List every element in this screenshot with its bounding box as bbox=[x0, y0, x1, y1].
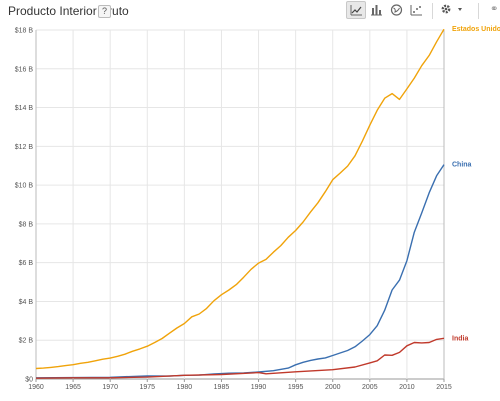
bar-chart-button[interactable] bbox=[366, 1, 386, 19]
y-tick-label: $18 B bbox=[15, 28, 34, 35]
y-tick-label: $12 B bbox=[15, 144, 34, 151]
series bbox=[35, 28, 445, 379]
y-tick-label: $14 B bbox=[15, 105, 34, 112]
y-tick-label: $0 bbox=[25, 377, 33, 384]
series-label-india: India bbox=[452, 335, 468, 342]
gear-icon bbox=[441, 4, 462, 14]
x-tick-label: 1985 bbox=[214, 384, 230, 391]
bar-chart-icon bbox=[371, 5, 382, 16]
y-tick-label: $10 B bbox=[15, 183, 34, 190]
y-tick-label: $6 B bbox=[19, 260, 34, 267]
globe-icon bbox=[390, 4, 403, 16]
toolbar-divider-2 bbox=[478, 3, 479, 19]
series-line-india[interactable] bbox=[35, 337, 445, 379]
settings-button[interactable] bbox=[438, 1, 468, 19]
x-tick-label: 1960 bbox=[28, 384, 44, 391]
y-tick-label: $16 B bbox=[15, 66, 34, 73]
x-tick-label: 1980 bbox=[177, 384, 193, 391]
map-button[interactable] bbox=[386, 1, 406, 19]
y-tick-label: $8 B bbox=[19, 221, 34, 228]
x-tick-label: 2010 bbox=[399, 384, 415, 391]
series-line-usa[interactable] bbox=[35, 28, 445, 370]
grid bbox=[35, 29, 445, 380]
help-button[interactable]: ? bbox=[98, 5, 111, 18]
x-tick-label: 2000 bbox=[325, 384, 341, 391]
series-label-usa: Estados Unidos bbox=[452, 26, 500, 33]
series-line-china[interactable] bbox=[35, 164, 445, 379]
x-tick-label: 1995 bbox=[288, 384, 304, 391]
toolbar-divider bbox=[432, 3, 433, 19]
x-tick-label: 2015 bbox=[436, 384, 452, 391]
series-labels: Estados Unidos China India bbox=[452, 26, 500, 342]
line-chart-button[interactable] bbox=[346, 1, 366, 19]
x-tick-label: 1970 bbox=[102, 384, 118, 391]
scatter-chart-button[interactable] bbox=[406, 1, 426, 19]
x-tick-label: 2005 bbox=[362, 384, 378, 391]
y-tick-label: $4 B bbox=[19, 299, 34, 306]
axes: $0 $2 B $4 B $6 B $8 B $10 B $12 B $14 B $16 B $1… bbox=[15, 28, 452, 392]
scatter-chart-icon bbox=[410, 5, 422, 16]
y-tick-label: $2 B bbox=[19, 338, 34, 345]
link-icon[interactable]: ⚭ bbox=[490, 4, 499, 15]
x-tick-label: 1965 bbox=[65, 384, 81, 391]
series-label-china: China bbox=[452, 162, 472, 169]
line-chart-icon bbox=[350, 5, 362, 16]
chart-header: Producto Interior Bruto ? bbox=[0, 0, 500, 22]
x-tick-label: 1975 bbox=[139, 384, 155, 391]
x-tick-label: 1990 bbox=[251, 384, 267, 391]
